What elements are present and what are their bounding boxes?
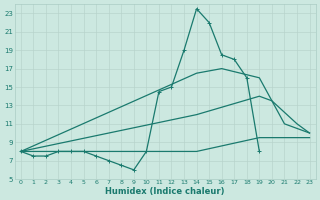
X-axis label: Humidex (Indice chaleur): Humidex (Indice chaleur) (106, 187, 225, 196)
